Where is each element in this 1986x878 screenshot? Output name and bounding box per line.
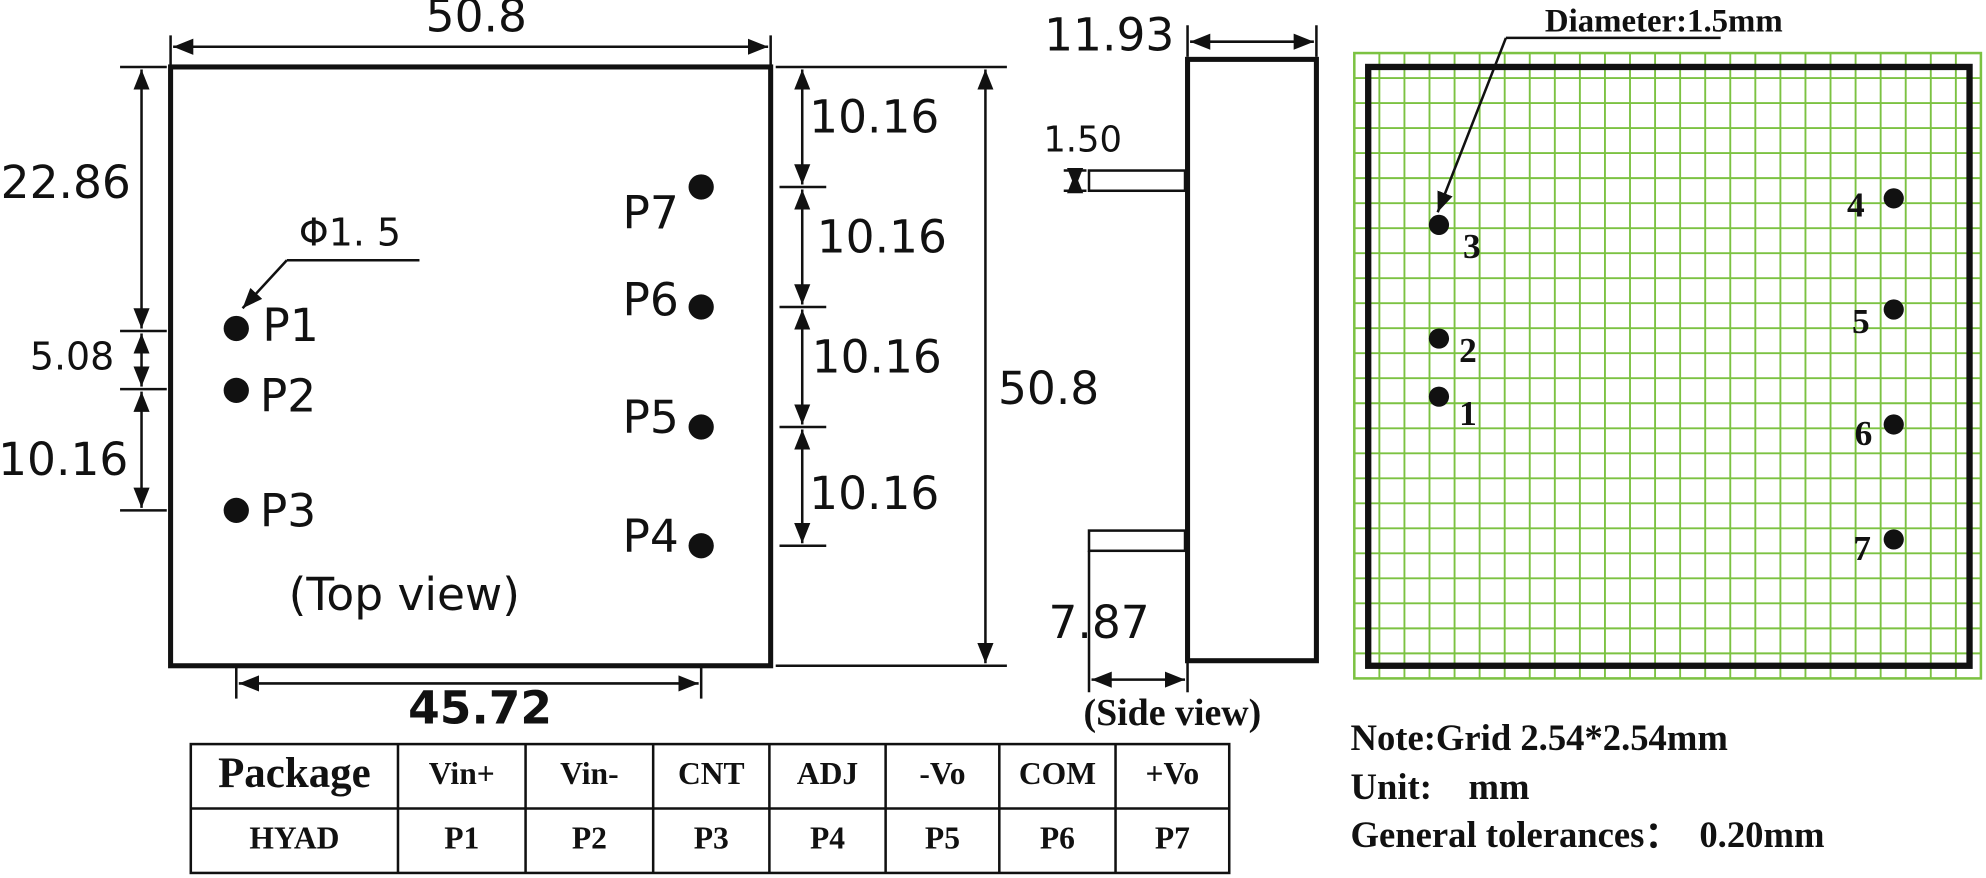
table-cell: P3	[694, 821, 729, 856]
dim: 45.72	[408, 682, 552, 735]
pin-label: 2	[1459, 330, 1477, 370]
table-cell: Package	[218, 750, 371, 797]
pin-label: P3	[260, 485, 316, 538]
pin-label: P6	[622, 274, 678, 327]
notes: Note:Grid 2.54*2.54mm Unit: mm General t…	[1351, 717, 1825, 855]
leader	[1436, 37, 1508, 213]
dim: Φ1. 5	[299, 210, 401, 254]
pin-label: 4	[1847, 185, 1865, 225]
pin-label: P2	[260, 370, 316, 423]
pin	[1087, 529, 1187, 553]
table-cell: COM	[1019, 756, 1096, 791]
dim: 10.16	[812, 331, 942, 384]
table-cell: HYAD	[249, 821, 339, 856]
dim: 5.08	[30, 334, 114, 378]
side-view: 11.93 1.50 7.87 (Side view)	[1043, 8, 1319, 734]
table-cell: P6	[1040, 821, 1075, 856]
pin-label: P7	[622, 187, 678, 240]
note: Unit: mm	[1351, 766, 1530, 807]
pin-label: P5	[622, 391, 678, 444]
note: General tolerances： 0.20mm	[1351, 814, 1825, 855]
pin-label: 1	[1459, 393, 1477, 433]
module-outline	[168, 64, 774, 669]
pin-table: Package Vin+ Vin- CNT ADJ -Vo COM +Vo HYAD P1 P2 P3…	[189, 742, 1231, 875]
note: Note:Grid 2.54*2.54mm	[1351, 717, 1728, 758]
pins	[223, 174, 714, 559]
table-cell: P4	[810, 821, 845, 856]
table-cell: P5	[925, 821, 960, 856]
dim: 10.16	[817, 211, 947, 264]
dim: 50.8	[426, 0, 527, 42]
grid	[1354, 53, 1981, 679]
caption: (Top view)	[289, 568, 520, 621]
dim: 7.87	[1048, 596, 1149, 649]
table-cell: -Vo	[919, 756, 965, 791]
caption: (Side view)	[1083, 692, 1261, 734]
dim: 10.16	[809, 91, 939, 144]
table-cell: +Vo	[1146, 756, 1200, 791]
pin-label: 7	[1853, 528, 1871, 568]
pins	[1428, 188, 1904, 550]
grid-view: Diameter:1.5mm 1 2 3 4 5 6 7	[1353, 4, 1983, 680]
top-view: 50.8 22.86 5.08 10.16 Φ1. 5 10.16 10.16 …	[0, 0, 1099, 735]
dimension-lines	[1063, 25, 1318, 693]
dim: 1.50	[1043, 119, 1122, 160]
pin-label: P1	[262, 299, 318, 352]
pin	[1087, 169, 1187, 193]
table-cell: Vin+	[429, 756, 495, 791]
pin-label: 3	[1463, 226, 1481, 266]
note: Diameter:1.5mm	[1545, 4, 1783, 40]
dim: 11.93	[1044, 8, 1174, 61]
dim: 10.16	[0, 433, 128, 486]
dim: 50.8	[998, 362, 1099, 415]
module-side	[1185, 56, 1319, 664]
dim: 10.16	[809, 467, 939, 520]
table-cell: P7	[1155, 821, 1190, 856]
table-cell: ADJ	[797, 756, 858, 791]
grid-border	[1353, 51, 1983, 680]
dimension-lines	[120, 35, 1007, 699]
pin-label: P4	[622, 510, 678, 563]
table-cell: P2	[572, 821, 607, 856]
pin-label: 6	[1855, 413, 1873, 453]
table-cell: P1	[444, 821, 479, 856]
pin-label: 5	[1852, 301, 1870, 341]
module-footprint	[1365, 63, 1973, 669]
dim: 22.86	[1, 156, 131, 209]
table-cell: CNT	[678, 756, 745, 791]
table-cell: Vin-	[560, 756, 618, 791]
